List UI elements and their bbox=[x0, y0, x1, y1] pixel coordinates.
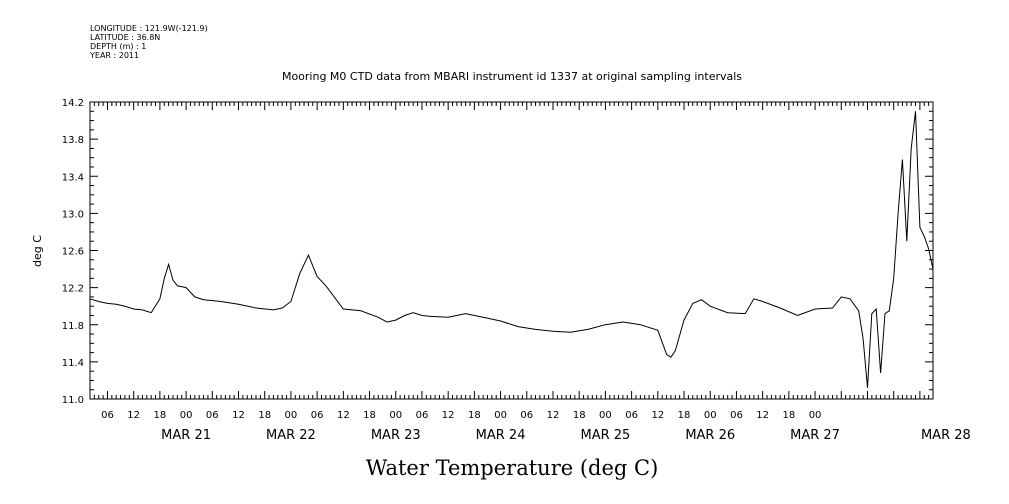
x-day-label: MAR 21 bbox=[161, 428, 211, 443]
y-tick-label: 13.8 bbox=[62, 135, 84, 146]
x-hour-label: 18 bbox=[363, 410, 376, 421]
x-hour-label: 12 bbox=[337, 410, 350, 421]
x-hour-label: 00 bbox=[180, 410, 193, 421]
y-tick-label: 11.0 bbox=[62, 395, 84, 406]
x-day-label: MAR 27 bbox=[790, 428, 840, 443]
x-axis: 06 12 18 00 06 12 18 00 06 12 18 00 06 12 18 00 06 12 18 00… bbox=[89, 102, 971, 443]
longitude-label: LONGITUDE : 121.9W(-121.9) bbox=[90, 24, 208, 33]
x-hour-label: 12 bbox=[442, 410, 455, 421]
x-hour-label: 12 bbox=[232, 410, 245, 421]
x-hour-label: 06 bbox=[311, 410, 324, 421]
x-hour-label: 00 bbox=[809, 410, 822, 421]
x-hour-label: 06 bbox=[206, 410, 219, 421]
y-tick-label: 12.2 bbox=[62, 284, 84, 295]
y-tick-label: 11.8 bbox=[62, 321, 84, 332]
x-hour-label: 18 bbox=[678, 410, 691, 421]
x-day-label: MAR 28 bbox=[921, 428, 971, 443]
x-day-label: MAR 25 bbox=[580, 428, 630, 443]
x-axis-title: Water Temperature (deg C) bbox=[366, 456, 659, 480]
x-hour-label: 12 bbox=[127, 410, 140, 421]
x-hour-label: 18 bbox=[573, 410, 586, 421]
x-hour-label: 12 bbox=[756, 410, 769, 421]
x-day-label: MAR 22 bbox=[266, 428, 316, 443]
y-tick-label: 12.6 bbox=[62, 247, 84, 258]
x-hour-label: 06 bbox=[101, 410, 114, 421]
x-hour-label: 00 bbox=[599, 410, 612, 421]
year-label: YEAR : 2011 bbox=[89, 51, 139, 60]
x-hour-label: 00 bbox=[389, 410, 402, 421]
x-day-label: MAR 26 bbox=[685, 428, 735, 443]
x-day-label: MAR 23 bbox=[371, 428, 421, 443]
chart-title: Mooring M0 CTD data from MBARI instrumen… bbox=[282, 70, 742, 83]
x-hour-label: 18 bbox=[258, 410, 271, 421]
x-hour-label: 18 bbox=[468, 410, 481, 421]
x-hour-label: 06 bbox=[520, 410, 533, 421]
depth-label: DEPTH (m) : 1 bbox=[90, 42, 146, 51]
y-tick-label: 11.4 bbox=[62, 358, 84, 369]
y-axis: 11.0 11.4 11.8 12.2 12.6 13.0 13.4 13.8 14.2 bbox=[62, 98, 933, 406]
plot-frame bbox=[89, 101, 934, 400]
x-hour-label: 00 bbox=[285, 410, 298, 421]
latitude-label: LATITUDE : 36.8N bbox=[90, 33, 160, 42]
x-hour-label: 12 bbox=[651, 410, 664, 421]
y-tick-label: 14.2 bbox=[62, 98, 84, 109]
x-hour-label: 00 bbox=[704, 410, 717, 421]
x-hour-label: 12 bbox=[547, 410, 560, 421]
x-hour-label: 06 bbox=[625, 410, 638, 421]
y-tick-label: 13.0 bbox=[62, 209, 84, 220]
x-hour-label: 00 bbox=[494, 410, 507, 421]
y-tick-label: 13.4 bbox=[62, 172, 84, 183]
series-line bbox=[89, 111, 934, 388]
x-hour-label: 18 bbox=[782, 410, 795, 421]
y-axis-label: deg C bbox=[31, 235, 44, 267]
x-day-label: MAR 24 bbox=[476, 428, 526, 443]
x-hour-label: 06 bbox=[730, 410, 743, 421]
x-hour-label: 06 bbox=[416, 410, 429, 421]
x-hour-label: 18 bbox=[154, 410, 167, 421]
